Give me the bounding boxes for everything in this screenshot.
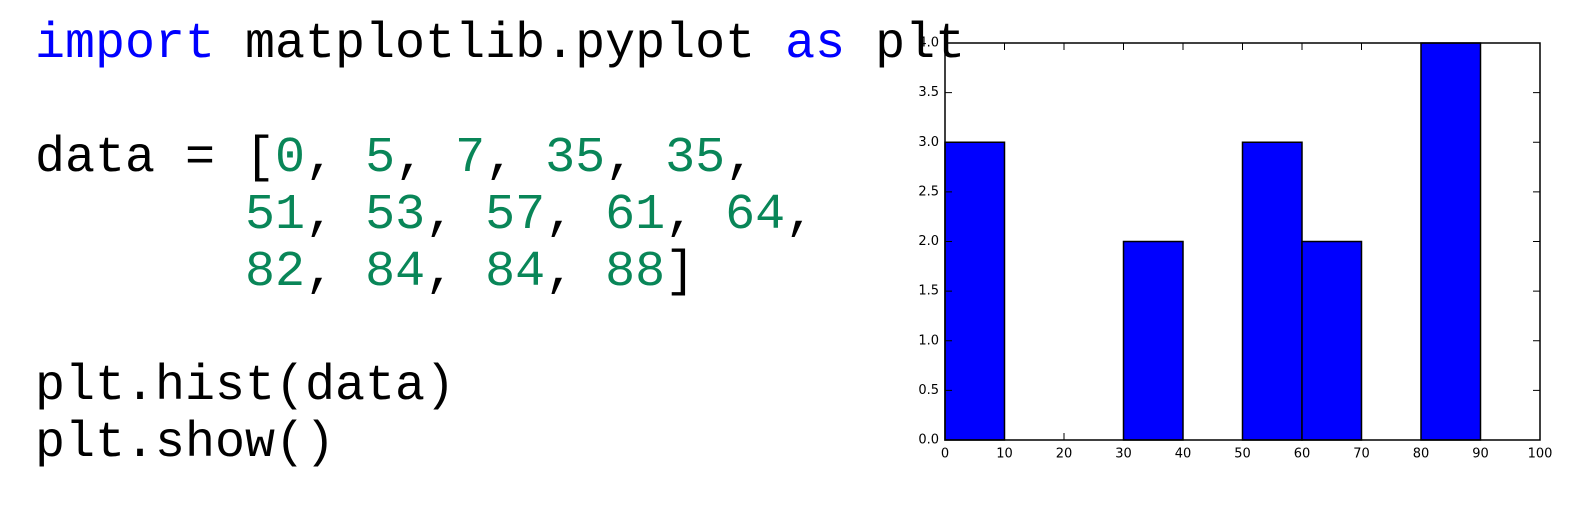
y-tick-label: 1.5 xyxy=(918,284,939,299)
code-token: , xyxy=(605,130,666,187)
y-tick-label: 4.0 xyxy=(918,36,939,51)
x-tick-label: 100 xyxy=(1528,447,1553,462)
y-tick-label: 2.5 xyxy=(918,184,939,199)
bar xyxy=(1420,42,1482,441)
y-tick-label: 0.0 xyxy=(918,433,939,448)
code-token: 7 xyxy=(455,130,486,187)
x-tick-label: 40 xyxy=(1175,447,1192,462)
code-token: 82 xyxy=(245,244,306,301)
code-token: , xyxy=(785,187,816,244)
code-token: , xyxy=(305,244,366,301)
x-tick-label: 50 xyxy=(1234,447,1251,462)
x-tick-label: 70 xyxy=(1353,447,1370,462)
y-tick-label: 2.0 xyxy=(918,234,939,249)
x-tick-label: 80 xyxy=(1413,447,1430,462)
y-tick-label: 0.5 xyxy=(918,383,939,398)
code-token: , xyxy=(545,244,606,301)
code-token: , xyxy=(305,130,366,187)
code-token: 0 xyxy=(275,130,306,187)
code-token: plt xyxy=(845,16,966,73)
code-token: 35 xyxy=(665,130,726,187)
code-line: import matplotlib.pyplot as plt xyxy=(35,16,965,73)
code-token: plt.show() xyxy=(35,415,336,472)
bar xyxy=(1241,141,1303,441)
code-block: import matplotlib.pyplot as plt data = [0… xyxy=(35,16,965,472)
code-token: , xyxy=(725,130,756,187)
bar xyxy=(1301,240,1363,441)
code-token: 84 xyxy=(365,244,426,301)
code-token: , xyxy=(425,244,486,301)
y-tick-label: 3.5 xyxy=(918,85,939,100)
x-tick-label: 0 xyxy=(941,447,949,462)
x-tick-label: 20 xyxy=(1056,447,1073,462)
code-token: 5 xyxy=(365,130,396,187)
code-line: 82, 84, 84, 88] xyxy=(35,244,965,301)
code-token: matplotlib.pyplot xyxy=(215,16,786,73)
bar xyxy=(944,141,1006,441)
code-token: , xyxy=(545,187,606,244)
code-line: data = [0, 5, 7, 35, 35, xyxy=(35,130,965,187)
code-token: , xyxy=(395,130,456,187)
code-token: as xyxy=(785,16,846,73)
code-token: plt.hist(data) xyxy=(35,358,456,415)
y-tick-label: 1.0 xyxy=(918,333,939,348)
code-token: data = [ xyxy=(35,130,276,187)
code-token: , xyxy=(665,187,726,244)
code-line: plt.show() xyxy=(35,415,965,472)
code-token: , xyxy=(425,187,486,244)
code-token: 61 xyxy=(605,187,666,244)
code-token: 51 xyxy=(245,187,306,244)
code-token: import xyxy=(35,16,216,73)
code-token: 88 xyxy=(605,244,666,301)
x-tick-label: 90 xyxy=(1472,447,1489,462)
x-tick-label: 10 xyxy=(996,447,1013,462)
x-tick-label: 60 xyxy=(1294,447,1311,462)
code-token: , xyxy=(305,187,366,244)
code-line: plt.hist(data) xyxy=(35,358,965,415)
y-tick-label: 3.0 xyxy=(918,135,939,150)
code-token: 53 xyxy=(365,187,426,244)
code-token: 64 xyxy=(725,187,786,244)
code-token: ] xyxy=(665,244,696,301)
code-line: 51, 53, 57, 61, 64, xyxy=(35,187,965,244)
code-token: 35 xyxy=(545,130,606,187)
code-token: 57 xyxy=(485,187,546,244)
code-token: 84 xyxy=(485,244,546,301)
code-token: , xyxy=(485,130,546,187)
x-tick-label: 30 xyxy=(1115,447,1132,462)
bar xyxy=(1122,240,1184,441)
